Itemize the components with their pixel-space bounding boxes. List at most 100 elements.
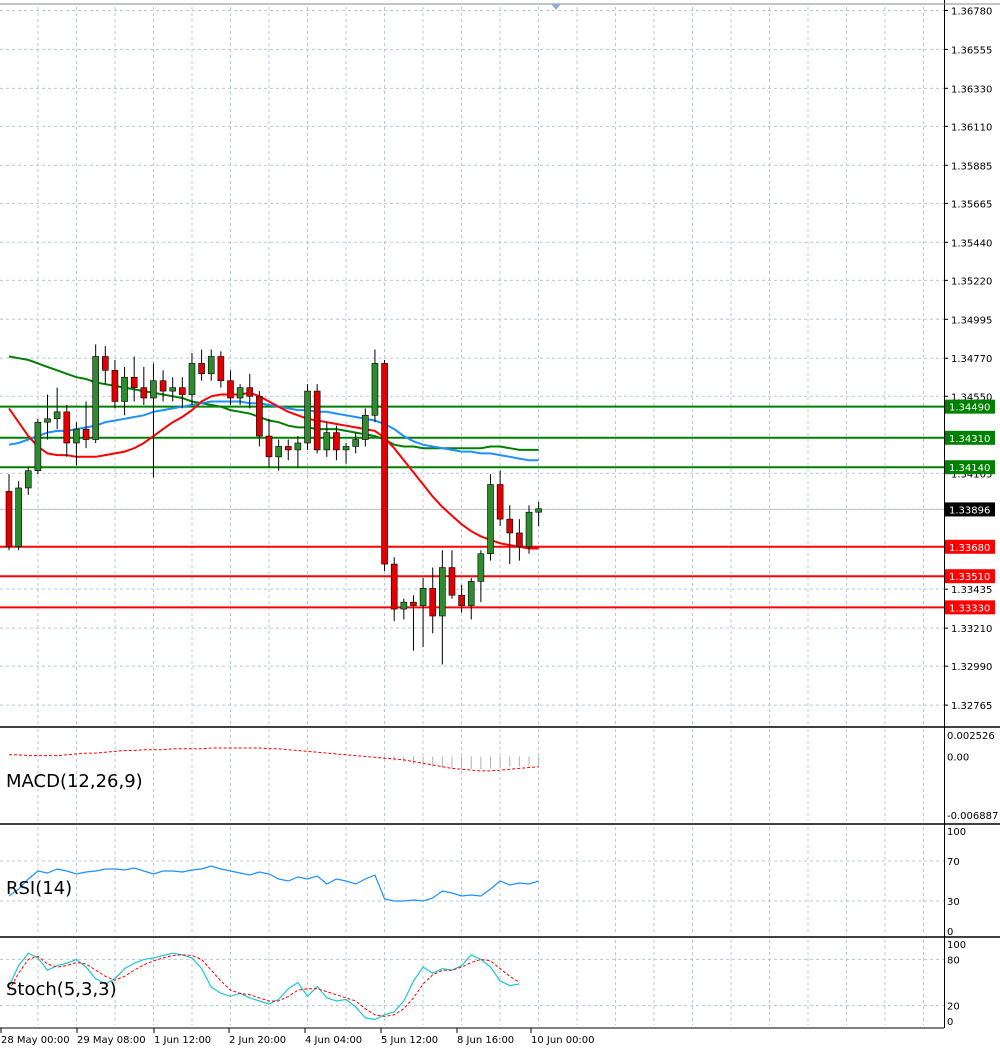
price-tick-label: 1.33435 [951, 585, 992, 596]
candle-body [73, 428, 80, 444]
level-tag [945, 539, 995, 554]
macd-label: MACD(12,26,9) [6, 771, 143, 792]
candle-body [448, 567, 456, 596]
candle-body [371, 363, 379, 416]
candle-body [390, 563, 398, 610]
time-tick-label: 2 Jun 20:00 [229, 1035, 286, 1046]
candle-body [63, 411, 71, 444]
macd-panel: 0.002526 0.00 -0.006887 [9, 731, 998, 822]
candle-body [516, 532, 523, 548]
rsi-tick-label: 30 [947, 897, 960, 908]
rsi-tick-label: 0 [947, 927, 953, 938]
candle-body [44, 418, 51, 423]
candle-body [439, 567, 446, 617]
candle-body [294, 442, 302, 451]
candle-body [140, 387, 148, 399]
level-tag [945, 600, 995, 615]
level-tag-label: 1.34140 [949, 463, 990, 474]
level-tag-label: 1.34310 [949, 434, 990, 445]
macd-signal-line [9, 747, 539, 772]
time-axis: 28 May 00:00 29 May 08:00 1 Jun 12:00 2 Jun… [0, 1028, 595, 1046]
price-tick-label: 1.35665 [951, 199, 992, 210]
candle-body [284, 446, 292, 451]
candle-body [381, 363, 388, 565]
candle-body [53, 411, 61, 420]
level-tag [945, 399, 995, 414]
price-tick-label: 1.33210 [951, 624, 992, 635]
candle-body [111, 370, 119, 402]
candle-body [362, 415, 369, 440]
price-tick-label: 1.34770 [951, 354, 992, 365]
time-tick-label: 5 Jun 12:00 [381, 1035, 438, 1046]
candle-body [198, 363, 205, 375]
time-tick-label: 10 Jun 00:00 [531, 1035, 595, 1046]
current-price-tag [945, 502, 995, 517]
level-tag-label: 1.33330 [949, 603, 990, 614]
candle-body [333, 432, 340, 451]
candle-body [207, 356, 215, 375]
candle-body [169, 387, 177, 392]
time-tick-label: 4 Jun 04:00 [305, 1035, 362, 1046]
stoch-main-line [8, 952, 520, 1021]
price-tick-label: 1.35440 [951, 238, 992, 249]
candle-body [159, 380, 167, 392]
rsi-tick-label: 70 [947, 857, 960, 868]
level-tag-label: 1.33510 [949, 572, 990, 583]
price-tick-label: 1.36555 [951, 45, 992, 56]
candle-body [227, 380, 234, 399]
time-tick-label: 29 May 08:00 [77, 1035, 146, 1046]
candle-body [217, 356, 225, 382]
candle-body [352, 439, 359, 447]
candle-body [400, 601, 408, 610]
candle-body [121, 376, 128, 402]
candle-body [102, 356, 109, 371]
level-tag [945, 569, 995, 584]
macd-tick-label: 0.00 [947, 752, 969, 763]
candle-body [24, 470, 32, 489]
price-tick-label: 1.36780 [951, 6, 992, 17]
candle-body [477, 553, 485, 582]
level-tag [945, 430, 995, 445]
candle-body [496, 484, 504, 520]
stoch-signal-line [8, 954, 520, 1017]
candle-body [15, 487, 22, 548]
candle-body [458, 594, 465, 606]
price-tick-label: 1.34550 [951, 392, 992, 403]
level-tag-label: 1.34490 [949, 403, 990, 414]
candle-body [304, 390, 311, 444]
stoch-tick-label: 20 [947, 1002, 960, 1013]
support-resistance-levels [0, 405, 944, 609]
candle-body [92, 356, 99, 440]
candle-body [246, 387, 254, 397]
price-tick-label: 1.32990 [951, 662, 992, 673]
price-tick-label: 1.34105 [951, 469, 992, 480]
candle-body [179, 387, 186, 395]
stoch-tick-label: 80 [947, 955, 960, 966]
candle-body [34, 421, 42, 471]
candlesticks [5, 344, 542, 665]
candle-body [467, 581, 475, 606]
candle-body [188, 363, 196, 395]
time-tick-label: 8 Jun 16:00 [457, 1035, 514, 1046]
stoch-tick-label: 100 [947, 940, 966, 951]
candle-body [506, 518, 514, 534]
candle-body [256, 395, 263, 437]
chart-shift-marker[interactable] [551, 4, 561, 10]
price-tick-label: 1.34995 [951, 315, 992, 326]
candle-body [313, 390, 321, 451]
price-tick-label: 1.36110 [951, 122, 992, 133]
macd-tick-label: -0.006887 [947, 811, 998, 822]
candle-body [275, 446, 282, 458]
price-tick-label: 1.32765 [951, 701, 992, 712]
stoch-panel: 100 80 20 0 [0, 940, 966, 1028]
candle-body [487, 484, 494, 555]
candle-body [265, 435, 273, 458]
rsi-line [8, 865, 539, 902]
time-tick-label: 28 May 00:00 [1, 1035, 70, 1046]
current-price-label: 1.33896 [949, 505, 990, 516]
level-price-tags: 1.34490 1.34310 1.34140 1.33680 1.33510 1.333… [945, 399, 995, 615]
rsi-tick-label: 100 [947, 827, 966, 838]
candle-body [429, 588, 437, 617]
candle-body [535, 508, 542, 513]
